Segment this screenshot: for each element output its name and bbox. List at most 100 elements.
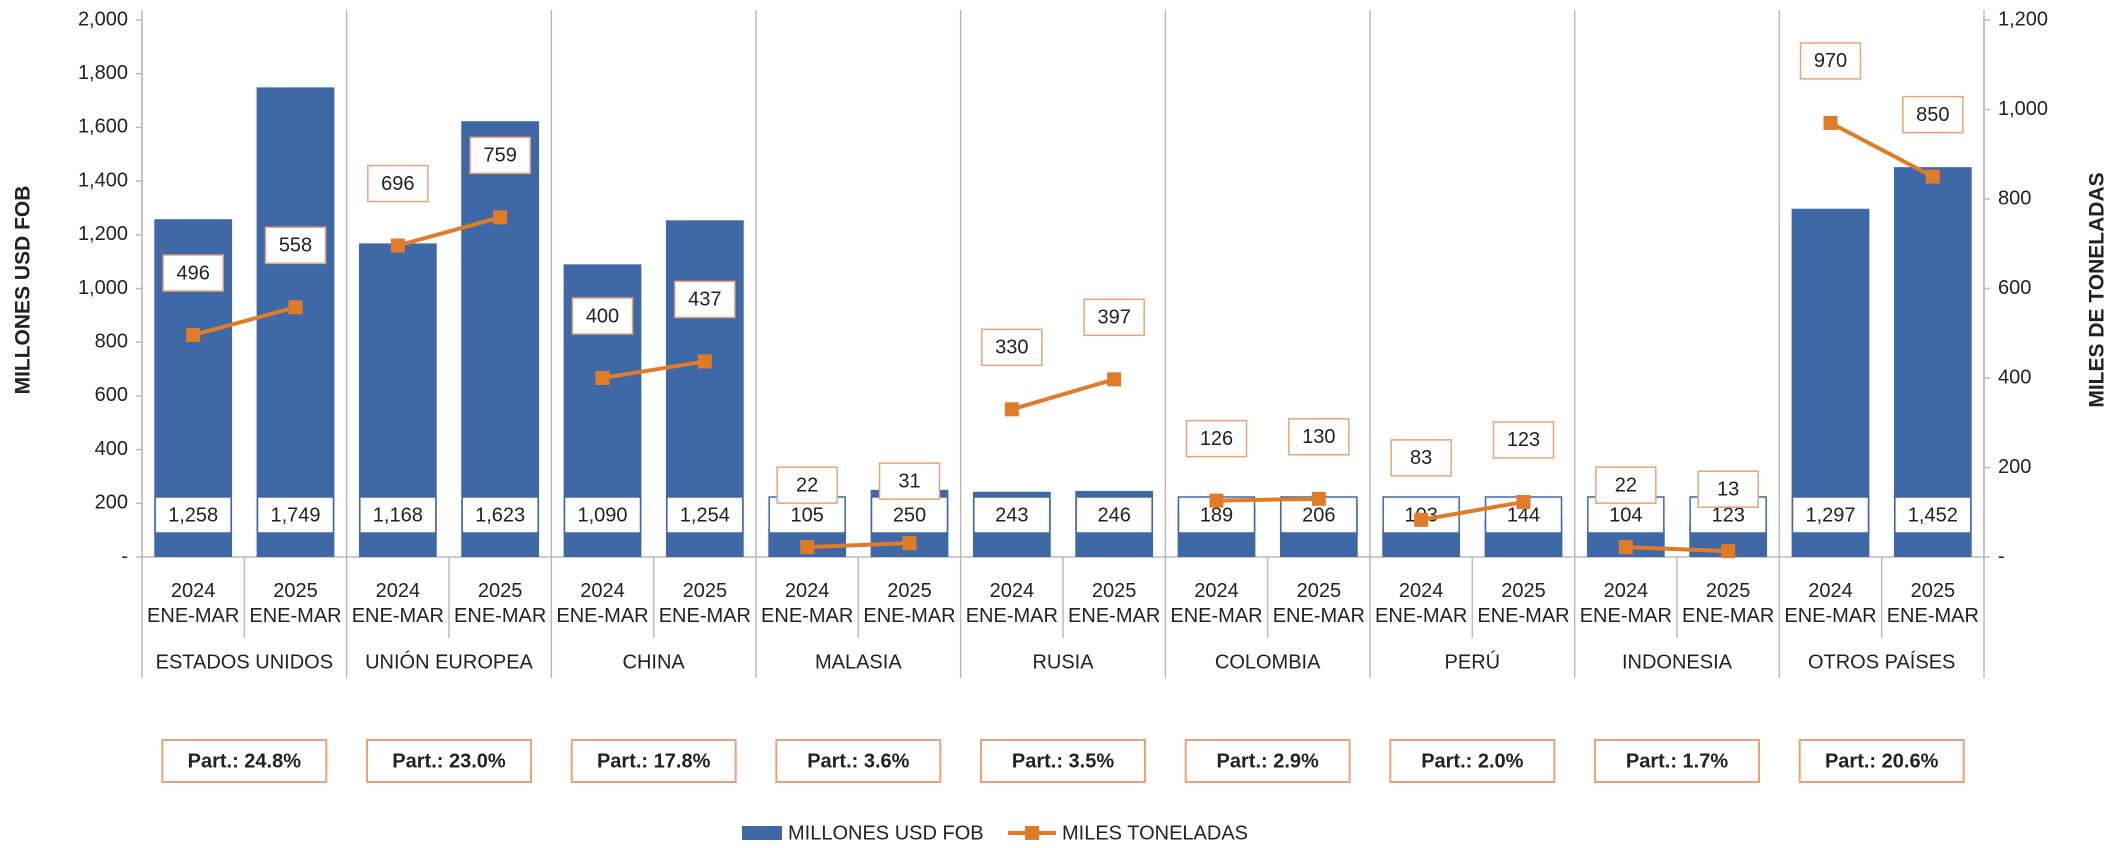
line-label-box	[1595, 466, 1657, 504]
line-value-label: 13	[1717, 478, 1739, 500]
share-label: Part.: 2.9%	[1217, 750, 1319, 772]
line-marker	[1516, 494, 1531, 509]
line	[602, 359, 706, 380]
line-marker	[288, 300, 303, 315]
share-box	[570, 739, 737, 783]
x-tick-period: ENE-MAR	[1170, 605, 1262, 627]
line-value-label: 31	[898, 470, 920, 492]
line	[1420, 499, 1524, 522]
x-tick-label: 2025 ENE-MAR	[1068, 580, 1160, 627]
y2-tick-label: 800	[1998, 187, 2031, 209]
bar-value-label: 123	[1711, 504, 1744, 526]
line-label-box	[367, 164, 429, 203]
line-value-label: 759	[483, 145, 516, 167]
line-marker	[800, 540, 815, 555]
line	[807, 541, 910, 550]
bar	[256, 87, 335, 558]
x-tick-period: ENE-MAR	[863, 605, 955, 627]
line-marker	[1209, 493, 1224, 508]
line-value-label: 437	[688, 289, 721, 311]
x-tick-period: ENE-MAR	[1887, 605, 1979, 627]
bar	[1893, 167, 1972, 557]
line-marker	[902, 536, 917, 551]
line-label-box	[1799, 42, 1862, 80]
group-label: UNIÓN EUROPEA	[365, 650, 533, 673]
y-tick-label: 400	[95, 438, 128, 460]
bar-value-label: 246	[1097, 504, 1130, 526]
x-tick-label: 2024 ENE-MAR	[556, 580, 648, 627]
x-tick-period: ENE-MAR	[147, 605, 239, 627]
line-value-label: 400	[586, 305, 619, 327]
line-label-box	[1185, 419, 1248, 458]
y-tick-label: -	[121, 545, 128, 567]
x-tick-label: 2024 ENE-MAR	[147, 580, 239, 627]
x-tick-period: ENE-MAR	[556, 605, 648, 627]
x-tick-label: 2025 ENE-MAR	[863, 580, 955, 627]
line-marker	[186, 328, 201, 343]
line-value-label: 970	[1814, 50, 1847, 72]
bar-label-box	[1791, 496, 1870, 534]
line-label-box	[264, 226, 327, 265]
x-tick-label: 2025 ENE-MAR	[1887, 580, 1979, 627]
x-tick-period: ENE-MAR	[1580, 605, 1672, 627]
share-label: Part.: 17.8%	[597, 750, 711, 772]
line-value-label: 696	[381, 173, 414, 195]
y-tick-label: 1,000	[78, 277, 128, 299]
x-tick-year: 2024	[580, 580, 625, 602]
y-tick-label: 1,200	[78, 223, 128, 245]
group-label: COLOMBIA	[1215, 651, 1321, 673]
x-tick-year: 2025	[683, 580, 728, 602]
line-marker	[493, 210, 508, 225]
bar-label-box	[1894, 496, 1972, 534]
share-label: Part.: 2.0%	[1421, 750, 1523, 772]
line-label-box	[1902, 95, 1964, 134]
line-marker	[1414, 512, 1429, 527]
line-value-label: 22	[796, 474, 818, 496]
bar-label-box	[973, 496, 1051, 534]
share-label: Part.: 1.7%	[1626, 750, 1728, 772]
group-label: ESTADOS UNIDOS	[156, 651, 333, 673]
line-label-box	[1083, 298, 1145, 337]
x-tick-year: 2025	[887, 580, 932, 602]
share-box	[1389, 739, 1556, 783]
x-tick-year: 2024	[1604, 580, 1649, 602]
x-tick-year: 2024	[1194, 580, 1239, 602]
group-label: RUSIA	[1032, 651, 1094, 673]
share-box	[980, 739, 1146, 783]
group-label: INDONESIA	[1622, 651, 1733, 673]
legend-label: MILES TONELADAS	[1062, 822, 1248, 844]
share-box	[775, 739, 942, 783]
line-value-label: 123	[1507, 429, 1540, 451]
line-label-box	[1492, 421, 1555, 459]
y-tick-label: 1,600	[78, 116, 128, 138]
x-tick-label: 2025 ENE-MAR	[1682, 580, 1774, 627]
y-axis-label: MILLONES USD FOB	[12, 186, 35, 395]
bar-label-box	[666, 496, 744, 534]
x-tick-year: 2024	[1808, 580, 1853, 602]
y2-tick-label: 400	[1998, 366, 2031, 388]
bar-value-label: 243	[995, 504, 1028, 526]
bar-value-label: 144	[1507, 504, 1540, 526]
y-tick-label: 1,400	[78, 169, 128, 191]
y2-axis-label: MILES DE TONELADAS	[2086, 172, 2109, 407]
line-marker	[595, 371, 610, 385]
x-tick-label: 2025 ENE-MAR	[1477, 580, 1569, 627]
bar-label-box	[154, 496, 232, 534]
line-label-box	[1390, 439, 1452, 477]
bar-value-label: 1,297	[1805, 504, 1855, 526]
bar-value-label: 1,749	[270, 504, 320, 526]
x-tick-year: 2025	[273, 580, 318, 602]
y2-tick-label: 1,000	[1998, 98, 2048, 120]
line	[192, 305, 297, 337]
x-tick-year: 2024	[990, 580, 1035, 602]
line	[1011, 377, 1115, 412]
y2-tick-label: 600	[1998, 277, 2031, 299]
line-marker	[1823, 115, 1838, 130]
bar-value-label: 105	[790, 504, 823, 526]
legend-label: MILLONES USD FOB	[788, 822, 984, 844]
x-tick-period: ENE-MAR	[352, 605, 444, 627]
bar-value-label: 1,452	[1908, 504, 1958, 526]
line-marker	[1004, 402, 1019, 417]
share-box	[1184, 739, 1351, 783]
